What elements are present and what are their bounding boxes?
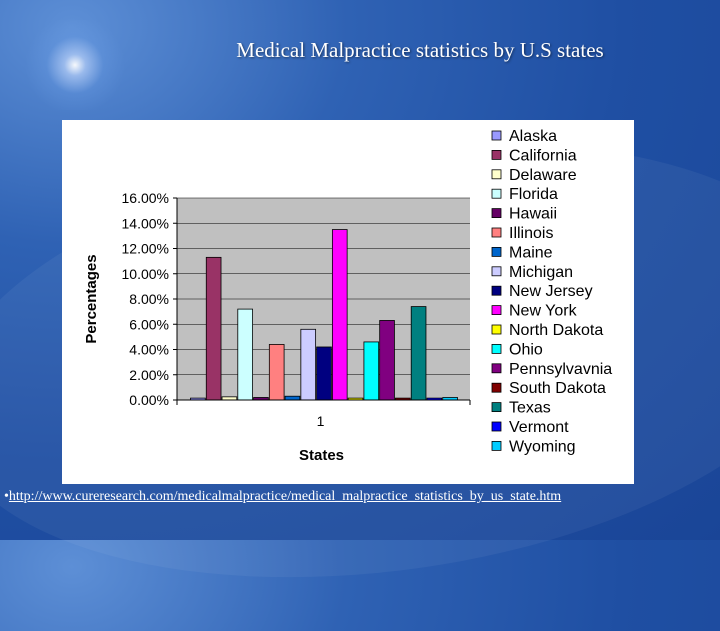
legend-swatch bbox=[491, 402, 502, 413]
legend-label: New York bbox=[509, 303, 578, 320]
x-tick-label: 1 bbox=[317, 413, 325, 429]
legend-swatch bbox=[491, 266, 502, 277]
legend-swatch bbox=[491, 149, 502, 160]
y-tick-label: 10.00% bbox=[122, 266, 169, 282]
legend-swatch bbox=[491, 440, 502, 451]
legend-swatch bbox=[491, 188, 502, 199]
legend-label: Maine bbox=[509, 244, 553, 261]
bar-new-york bbox=[331, 229, 348, 401]
legend-swatch bbox=[491, 363, 502, 374]
bar-new-jersey bbox=[316, 346, 332, 401]
legend-swatch bbox=[491, 208, 502, 218]
legend-swatch bbox=[491, 421, 502, 432]
legend-label: Delaware bbox=[509, 167, 577, 184]
y-tick-label: 4.00% bbox=[129, 342, 169, 358]
y-axis-title: Percentages bbox=[83, 254, 100, 343]
legend-swatch bbox=[491, 130, 502, 141]
legend-label: Wyoming bbox=[509, 438, 576, 455]
source-link[interactable]: http://www.cureresearch.com/medicalmalpr… bbox=[8, 489, 562, 504]
y-tick-label: 16.00% bbox=[122, 190, 169, 206]
source-bullet: • bbox=[4, 489, 9, 504]
legend-swatch bbox=[491, 324, 502, 335]
legend-label: Illinois bbox=[509, 225, 553, 242]
light-flare bbox=[20, 20, 130, 110]
bar-maine bbox=[284, 395, 301, 401]
y-tick-label: 2.00% bbox=[129, 367, 169, 383]
bar-illinois bbox=[268, 344, 285, 401]
bar-ohio bbox=[363, 341, 380, 401]
legend-label: Texas bbox=[509, 400, 551, 417]
legend-label: New Jersey bbox=[509, 283, 593, 300]
bar-chart: 0.00% 2.00% 4.00% 6.00% 8.00% 10.00% 12.00% 14.… bbox=[83, 128, 612, 464]
x-axis-title: States bbox=[299, 447, 344, 464]
slide-title: Medical Malpractice statistics by U.S st… bbox=[236, 38, 604, 62]
bar-florida bbox=[237, 308, 253, 401]
bar-pennsylvavnia bbox=[379, 320, 395, 401]
legend-swatch bbox=[491, 227, 502, 238]
legend-label: Alaska bbox=[509, 128, 557, 145]
y-tick-label: 12.00% bbox=[122, 241, 169, 257]
legend-label: Vermont bbox=[509, 419, 569, 436]
y-tick-label: 6.00% bbox=[129, 316, 169, 332]
source-citation: •http://www.cureresearch.com/medicalmalp… bbox=[4, 487, 716, 507]
legend-label: South Dakota bbox=[509, 380, 606, 397]
chart-container: 0.00% 2.00% 4.00% 6.00% 8.00% 10.00% 12.00% 14.… bbox=[62, 120, 634, 484]
bar-michigan bbox=[300, 328, 317, 401]
legend-label: Michigan bbox=[509, 264, 573, 281]
legend-label: Hawaii bbox=[509, 206, 557, 223]
legend-swatch bbox=[491, 305, 502, 316]
y-tick-label: 14.00% bbox=[122, 215, 169, 231]
legend-label: Pennsylvavnia bbox=[509, 361, 612, 378]
legend-swatch bbox=[491, 343, 502, 354]
bar-texas bbox=[410, 306, 427, 401]
legend-label: Florida bbox=[509, 186, 558, 203]
legend-swatch bbox=[491, 247, 502, 257]
y-tick-label: 8.00% bbox=[129, 291, 169, 307]
legend-swatch bbox=[491, 285, 502, 296]
legend-label: Ohio bbox=[509, 341, 543, 358]
legend-swatch bbox=[491, 169, 502, 180]
y-tick-label: 0.00% bbox=[129, 392, 169, 408]
legend-label: North Dakota bbox=[509, 322, 603, 339]
bar-california bbox=[205, 256, 222, 401]
legend-swatch bbox=[491, 382, 502, 393]
legend-label: California bbox=[509, 147, 577, 164]
